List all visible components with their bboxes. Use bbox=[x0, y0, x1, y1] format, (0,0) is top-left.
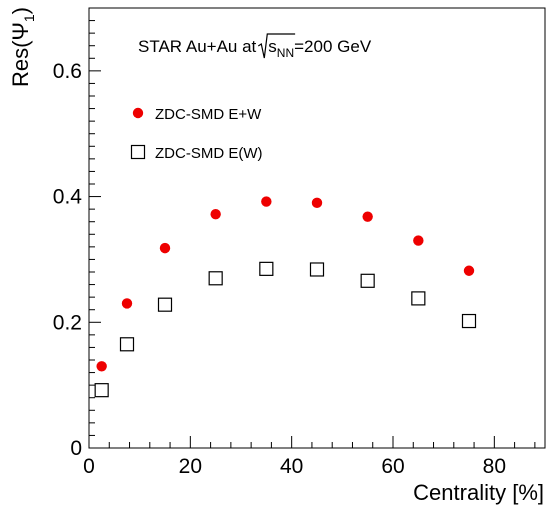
annotation-prefix: STAR Au+Au at bbox=[138, 37, 257, 56]
tick-labels: 0 20 40 60 80 0 0.2 0.4 0.6 bbox=[53, 60, 506, 478]
plot-frame bbox=[88, 7, 546, 449]
point-e-plus-w bbox=[210, 208, 221, 220]
y-axis-title-symbol: Ψ bbox=[8, 22, 33, 40]
y-axis-title-prefix: Res( bbox=[8, 40, 33, 87]
legend-marker bbox=[132, 107, 144, 119]
annotation-energy: sNN=200 GeV bbox=[268, 37, 372, 60]
point-e-w bbox=[94, 383, 109, 398]
y-axis-title-suffix: ) bbox=[8, 7, 33, 14]
point-e-w bbox=[309, 262, 325, 277]
point-e-plus-w bbox=[261, 196, 272, 207]
point-e-w bbox=[119, 337, 135, 352]
point-e-plus-w bbox=[413, 235, 424, 246]
point-e-plus-w bbox=[362, 211, 373, 222]
point-e-plus-w bbox=[159, 242, 171, 254]
point-e-w bbox=[360, 273, 375, 288]
point-e-plus-w bbox=[121, 298, 133, 309]
y-axis-title-subscript: 1 bbox=[21, 14, 37, 22]
point-e-plus-w bbox=[463, 265, 475, 276]
x-tick-label: 60 bbox=[381, 455, 404, 478]
legend-label: ZDC-SMD E+W bbox=[155, 106, 262, 123]
point-e-w bbox=[208, 271, 223, 286]
x-tick-label: 0 bbox=[83, 455, 95, 478]
point-e-w bbox=[157, 297, 173, 312]
x-tick-label: 80 bbox=[483, 455, 506, 478]
point-e-w bbox=[461, 313, 477, 329]
annotation-suffix: =200 GeV bbox=[294, 37, 372, 56]
y-tick-label: 0.2 bbox=[53, 311, 82, 334]
x-tick-label: 20 bbox=[179, 455, 202, 478]
annotation-sqrt-base: s bbox=[268, 37, 277, 56]
point-e-plus-w bbox=[96, 361, 107, 372]
point-e-w bbox=[411, 291, 426, 306]
annotation-sqrt-subscript: NN bbox=[277, 46, 294, 60]
point-e-w bbox=[259, 261, 274, 276]
y-tick-label: 0.4 bbox=[53, 186, 83, 209]
legend: ZDC-SMD E+W ZDC-SMD E(W) bbox=[130, 106, 262, 162]
data-points bbox=[94, 196, 477, 398]
sqrt-symbol bbox=[257, 33, 296, 59]
point-e-plus-w bbox=[311, 197, 323, 209]
y-axis-title: Res(Ψ1) bbox=[8, 7, 37, 87]
x-tick-label: 40 bbox=[280, 455, 303, 478]
legend-marker bbox=[130, 144, 146, 160]
y-tick-label: 0 bbox=[70, 437, 82, 460]
chart-annotation: STAR Au+Au at bbox=[138, 37, 257, 56]
legend-label: ZDC-SMD E(W) bbox=[155, 145, 262, 162]
x-axis-title: Centrality [%] bbox=[413, 480, 544, 505]
axis-ticks bbox=[88, 7, 536, 449]
y-tick-label: 0.6 bbox=[53, 60, 82, 83]
